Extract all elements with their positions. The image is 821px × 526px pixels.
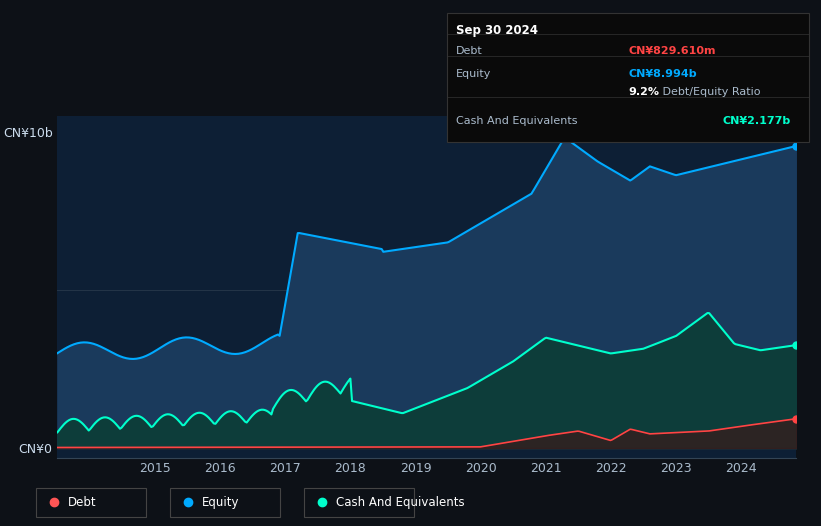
Text: Debt: Debt: [456, 46, 483, 56]
FancyBboxPatch shape: [170, 488, 281, 517]
FancyBboxPatch shape: [36, 488, 146, 517]
FancyBboxPatch shape: [304, 488, 415, 517]
Text: CN¥829.610m: CN¥829.610m: [628, 46, 716, 56]
Text: CN¥2.177b: CN¥2.177b: [722, 116, 791, 126]
Text: Cash And Equivalents: Cash And Equivalents: [336, 496, 464, 509]
Text: Debt: Debt: [67, 496, 96, 509]
Text: Equity: Equity: [456, 69, 491, 79]
Text: Cash And Equivalents: Cash And Equivalents: [456, 116, 577, 126]
Text: Debt/Equity Ratio: Debt/Equity Ratio: [659, 87, 761, 97]
Text: CN¥8.994b: CN¥8.994b: [628, 69, 697, 79]
Text: 9.2%: 9.2%: [628, 87, 659, 97]
Text: Equity: Equity: [202, 496, 239, 509]
Text: Sep 30 2024: Sep 30 2024: [456, 24, 538, 37]
